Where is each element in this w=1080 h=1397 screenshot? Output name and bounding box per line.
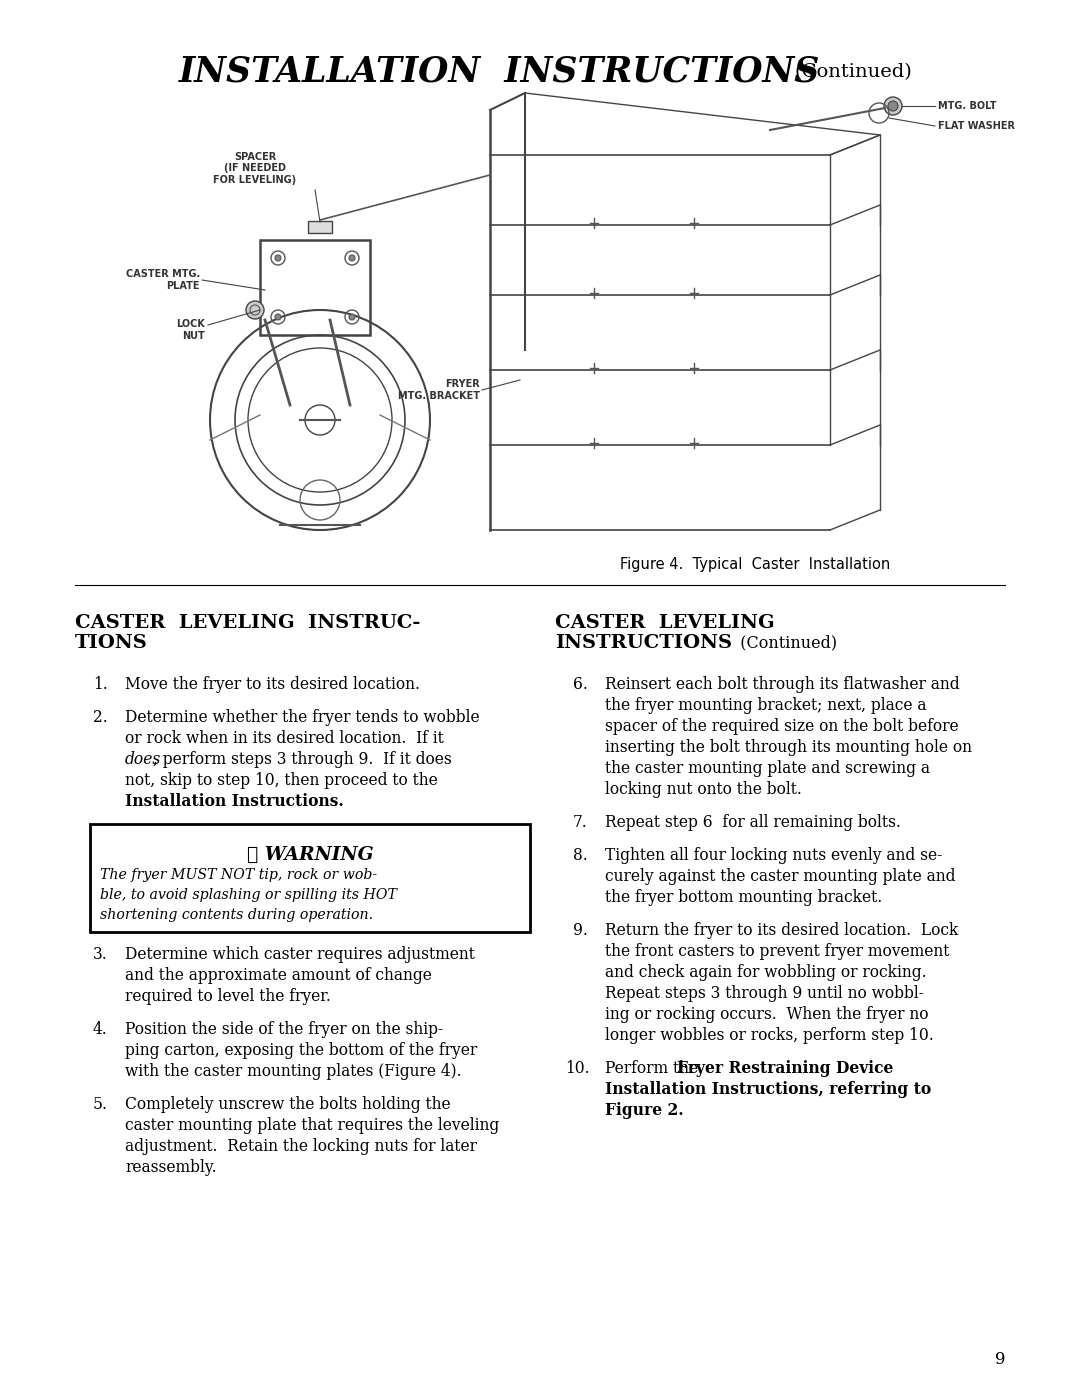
Text: Completely unscrew the bolts holding the: Completely unscrew the bolts holding the — [125, 1097, 450, 1113]
Text: Return the fryer to its desired location.  Lock: Return the fryer to its desired location… — [605, 922, 958, 939]
Circle shape — [885, 96, 902, 115]
Text: Figure 2.: Figure 2. — [605, 1102, 684, 1119]
Text: adjustment.  Retain the locking nuts for later: adjustment. Retain the locking nuts for … — [125, 1139, 477, 1155]
Text: ing or rocking occurs.  When the fryer no: ing or rocking occurs. When the fryer no — [605, 1006, 929, 1023]
Text: LOCK
NUT: LOCK NUT — [176, 319, 205, 341]
Text: CASTER MTG.
PLATE: CASTER MTG. PLATE — [125, 270, 200, 291]
Text: ⚠ WARNING: ⚠ WARNING — [246, 847, 374, 863]
Text: , perform steps 3 through 9.  If it does: , perform steps 3 through 9. If it does — [153, 752, 451, 768]
Text: not, skip to step 10, then proceed to the: not, skip to step 10, then proceed to th… — [125, 773, 437, 789]
Text: 5.: 5. — [93, 1097, 108, 1113]
Text: spacer of the required size on the bolt before: spacer of the required size on the bolt … — [605, 718, 959, 735]
Text: 9.: 9. — [573, 922, 588, 939]
Text: and the approximate amount of change: and the approximate amount of change — [125, 967, 432, 983]
Text: INSTALLATION  INSTRUCTIONS: INSTALLATION INSTRUCTIONS — [179, 54, 821, 89]
Text: the front casters to prevent fryer movement: the front casters to prevent fryer movem… — [605, 943, 949, 960]
Text: and check again for wobbling or rocking.: and check again for wobbling or rocking. — [605, 964, 927, 981]
Bar — [90, 824, 530, 932]
Text: 3.: 3. — [93, 946, 108, 963]
Text: 2.: 2. — [93, 710, 108, 726]
Text: ping carton, exposing the bottom of the fryer: ping carton, exposing the bottom of the … — [125, 1042, 477, 1059]
Text: Repeat steps 3 through 9 until no wobbl-: Repeat steps 3 through 9 until no wobbl- — [605, 985, 923, 1002]
Text: 7.: 7. — [573, 814, 588, 831]
Text: INSTRUCTIONS: INSTRUCTIONS — [555, 634, 732, 652]
Text: locking nut onto the bolt.: locking nut onto the bolt. — [605, 781, 801, 798]
Text: ble, to avoid splashing or spilling its HOT: ble, to avoid splashing or spilling its … — [100, 888, 396, 902]
Text: Installation Instructions, referring to: Installation Instructions, referring to — [605, 1081, 931, 1098]
Circle shape — [275, 256, 281, 261]
Text: SPACER
(IF NEEDED
FOR LEVELING): SPACER (IF NEEDED FOR LEVELING) — [214, 152, 297, 184]
Bar — [260, 240, 370, 335]
Text: the caster mounting plate and screwing a: the caster mounting plate and screwing a — [605, 760, 930, 777]
Text: Determine which caster requires adjustment: Determine which caster requires adjustme… — [125, 946, 475, 963]
Text: (Continued): (Continued) — [795, 63, 913, 81]
Text: TIONS: TIONS — [75, 634, 148, 652]
Text: Perform the: Perform the — [605, 1060, 703, 1077]
Text: The fryer MUST NOT tip, rock or wob-: The fryer MUST NOT tip, rock or wob- — [100, 868, 377, 882]
Text: 1.: 1. — [93, 676, 108, 693]
Text: Fryer Restraining Device: Fryer Restraining Device — [677, 1060, 893, 1077]
Text: FRYER
MTG. BRACKET: FRYER MTG. BRACKET — [399, 379, 480, 401]
Text: does: does — [125, 752, 161, 768]
Text: curely against the caster mounting plate and: curely against the caster mounting plate… — [605, 868, 956, 886]
Text: Repeat step 6  for all remaining bolts.: Repeat step 6 for all remaining bolts. — [605, 814, 901, 831]
Text: Move the fryer to its desired location.: Move the fryer to its desired location. — [125, 676, 420, 693]
Text: CASTER  LEVELING: CASTER LEVELING — [555, 615, 774, 631]
Text: CASTER  LEVELING  INSTRUC-: CASTER LEVELING INSTRUC- — [75, 615, 420, 631]
Circle shape — [275, 314, 281, 320]
Text: 8.: 8. — [573, 847, 588, 863]
Text: 6.: 6. — [573, 676, 588, 693]
Circle shape — [349, 256, 355, 261]
Circle shape — [349, 314, 355, 320]
Circle shape — [246, 300, 264, 319]
Text: Installation Instructions.: Installation Instructions. — [125, 793, 343, 810]
Text: inserting the bolt through its mounting hole on: inserting the bolt through its mounting … — [605, 739, 972, 756]
Text: Reinsert each bolt through its flatwasher and: Reinsert each bolt through its flatwashe… — [605, 676, 960, 693]
Bar — [308, 221, 332, 233]
Text: 4.: 4. — [93, 1021, 108, 1038]
Text: required to level the fryer.: required to level the fryer. — [125, 988, 330, 1004]
Text: 9: 9 — [995, 1351, 1005, 1369]
Text: with the caster mounting plates (Figure 4).: with the caster mounting plates (Figure … — [125, 1063, 461, 1080]
Text: FLAT WASHER: FLAT WASHER — [939, 122, 1015, 131]
Text: Tighten all four locking nuts evenly and se-: Tighten all four locking nuts evenly and… — [605, 847, 942, 863]
Text: (Continued): (Continued) — [730, 634, 837, 651]
Text: Determine whether the fryer tends to wobble: Determine whether the fryer tends to wob… — [125, 710, 480, 726]
Text: MTG. BOLT: MTG. BOLT — [939, 101, 997, 110]
Text: the fryer mounting bracket; next, place a: the fryer mounting bracket; next, place … — [605, 697, 927, 714]
Circle shape — [888, 101, 897, 110]
Text: reassembly.: reassembly. — [125, 1160, 217, 1176]
Text: shortening contents during operation.: shortening contents during operation. — [100, 908, 373, 922]
Text: Figure 4.  Typical  Caster  Installation: Figure 4. Typical Caster Installation — [620, 557, 890, 573]
Text: or rock when in its desired location.  If it: or rock when in its desired location. If… — [125, 731, 444, 747]
Text: the fryer bottom mounting bracket.: the fryer bottom mounting bracket. — [605, 888, 882, 907]
Text: 10.: 10. — [565, 1060, 590, 1077]
Text: Position the side of the fryer on the ship-: Position the side of the fryer on the sh… — [125, 1021, 443, 1038]
Text: caster mounting plate that requires the leveling: caster mounting plate that requires the … — [125, 1118, 499, 1134]
Text: longer wobbles or rocks, perform step 10.: longer wobbles or rocks, perform step 10… — [605, 1027, 934, 1044]
